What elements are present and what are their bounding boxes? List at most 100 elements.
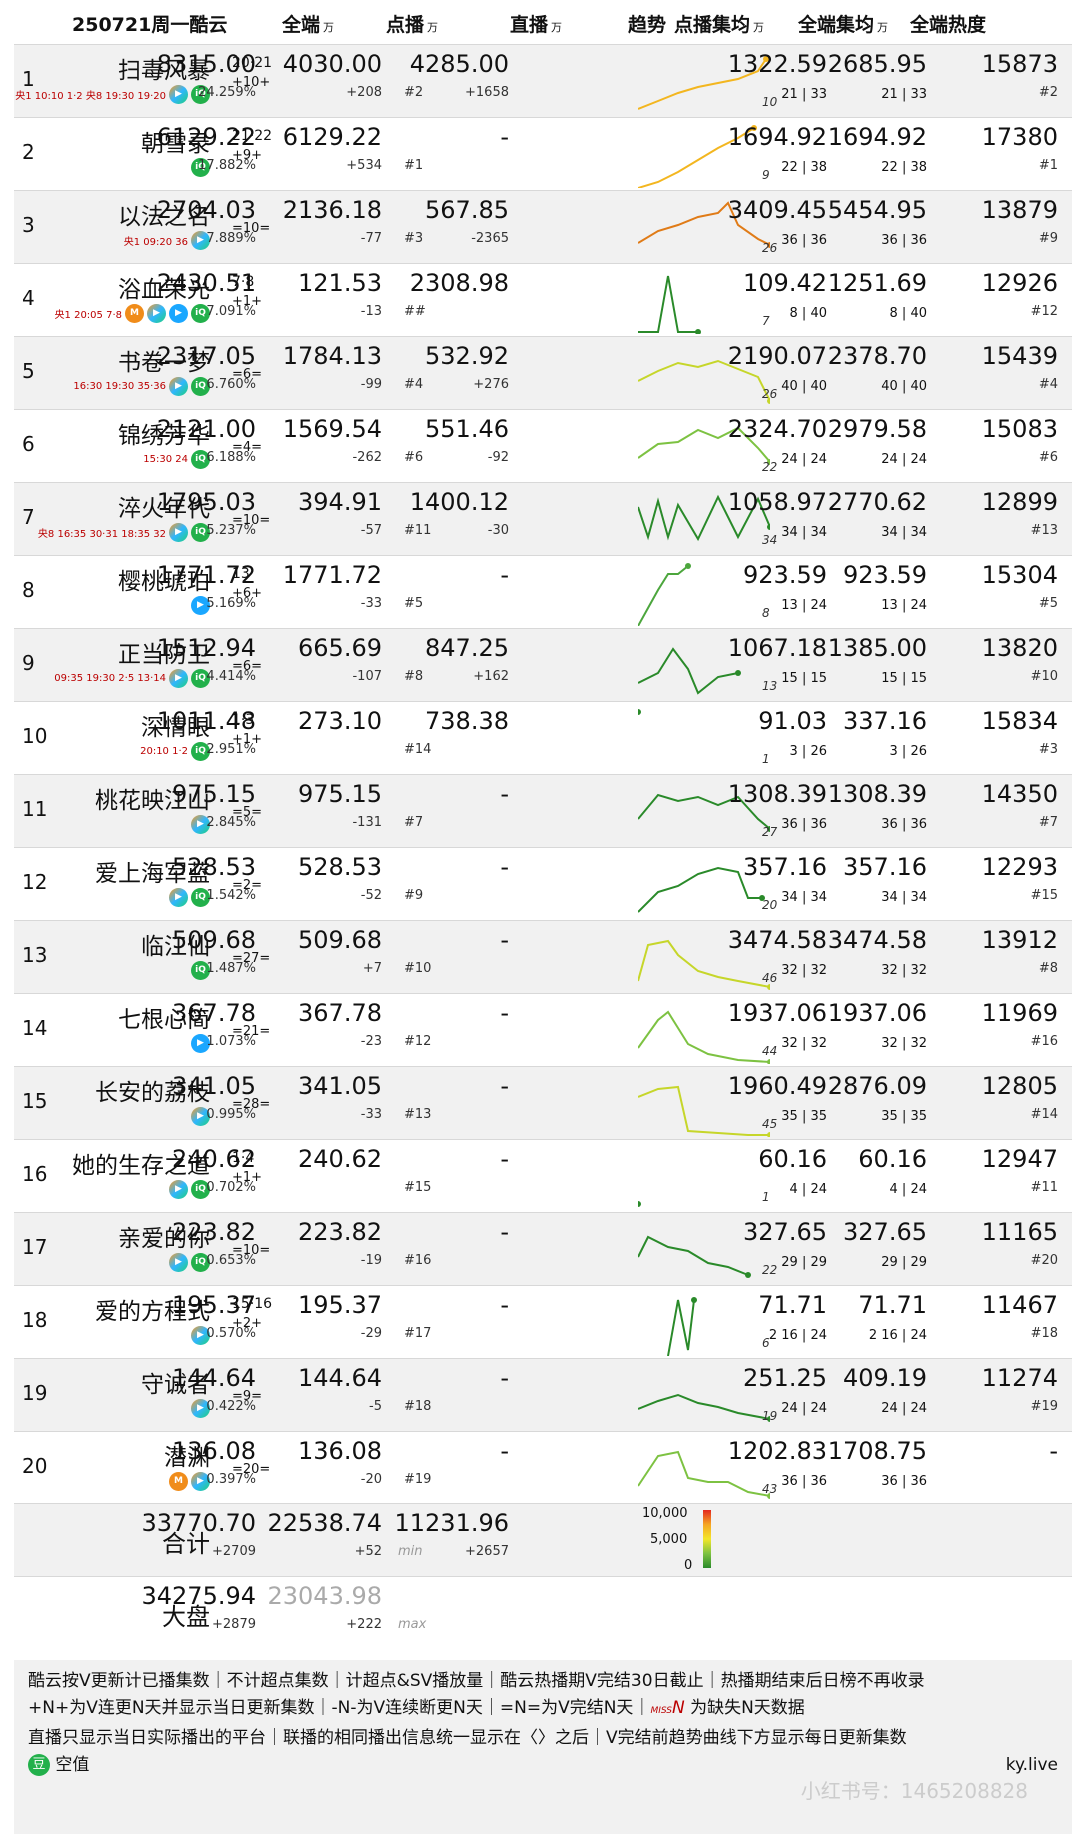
- show-title[interactable]: 七根心简: [118, 1007, 210, 1033]
- table-row[interactable]: 10 深情眼 1·3 +1+ 20:10 1·2 iQ 1011.48 2.951…: [14, 701, 1072, 774]
- table-row[interactable]: 19 守诚者 =9= ▶ 144.64 0.422% 144.64 #18 -5…: [14, 1358, 1072, 1431]
- avg-all: 1308.39: [827, 780, 927, 808]
- vod-rank: #18: [404, 1399, 432, 1414]
- table-row[interactable]: 14 七根心简 =21= ▶ 367.78 1.073% 367.78 #12 …: [14, 993, 1072, 1066]
- table-row[interactable]: 5 书卷一梦 =6= 16:30 19:30 35·36 ▶ iQ 2317.05 …: [14, 336, 1072, 409]
- vod-rank: ##: [404, 304, 426, 319]
- table-row[interactable]: 17 亲爱的你 =10= ▶ iQ 223.82 0.653% 223.82 #1…: [14, 1212, 1072, 1285]
- vod-rank: #14: [404, 742, 432, 757]
- table-row[interactable]: 9 正当防卫 =6= 09:35 19:30 2·5 13·14 ▶ iQ 1512…: [14, 628, 1072, 701]
- table-row[interactable]: 7 淬火年代 =10= 央8 16:35 30·31 18:35 32 ▶ iQ 1…: [14, 482, 1072, 555]
- show-title[interactable]: 潜渊: [164, 1445, 210, 1471]
- watermark: 小红书号：1465208828: [800, 1779, 1028, 1803]
- rank: 10: [22, 724, 48, 748]
- show-title[interactable]: 浴血荣光: [118, 277, 210, 303]
- trend-point: [767, 242, 770, 248]
- show-title[interactable]: 樱桃琥珀: [118, 569, 210, 595]
- table-row[interactable]: 3 以法之名 =10= 央1 09:20 36 ▶ 2704.03 7.889% …: [14, 190, 1072, 263]
- note-line-2: +N+为V连更N天并显示当日更新集数｜-N-为V连续断更N天｜=N=为V完结N天…: [28, 1698, 805, 1718]
- trend-chart: [667, 1297, 697, 1356]
- heat-rank: #3: [1038, 742, 1058, 757]
- show-title[interactable]: 深情眼: [141, 715, 210, 741]
- table-row[interactable]: 20 潜渊 =20= M ▶ 136.08 0.397% 136.08 #19 -…: [14, 1431, 1072, 1504]
- platform-icon: ▶: [191, 815, 210, 834]
- table-row[interactable]: 8 樱桃琥珀 13 +6+ ▶ 1771.72 5.169% 1771.72 #…: [14, 555, 1072, 628]
- rank: 15: [22, 1089, 48, 1113]
- trend-episodes: 27: [762, 825, 778, 839]
- trend-episodes: 22: [762, 1263, 778, 1277]
- vod-rank: #3: [404, 231, 424, 246]
- show-title[interactable]: 正当防卫: [118, 642, 210, 668]
- table-row[interactable]: 11 桃花映江山 =5= ▶ 975.15 2.845% 975.15 #7 -…: [14, 774, 1072, 847]
- table-row[interactable]: 6 锦绣芳华 =4= 15:30 24 iQ 2121.00 6.188% 156…: [14, 409, 1072, 482]
- update-status: =4=: [232, 440, 263, 455]
- avg-all-episodes: 40 | 40: [881, 379, 927, 394]
- vod-views: 223.82: [298, 1218, 382, 1246]
- show-title[interactable]: 淬火年代: [118, 496, 210, 522]
- avg-vod: 2190.07: [727, 342, 827, 370]
- heat-rank: #20: [1030, 1253, 1058, 1268]
- rank: 7: [22, 505, 35, 529]
- table-row[interactable]: 2 朝雪录 21·22 +9+ iQ 6129.22 17.882% 6129.…: [14, 117, 1072, 190]
- heat-rank: #7: [1038, 815, 1058, 830]
- show-title[interactable]: 朝雪录: [141, 131, 210, 157]
- platform-icon: iQ: [191, 1253, 210, 1272]
- update-status: +1+: [232, 1170, 263, 1185]
- trend-point: [638, 1201, 641, 1207]
- header-total: 全端万: [282, 14, 335, 36]
- vod-rank: #17: [404, 1326, 432, 1341]
- table-row[interactable]: 15 长安的荔枝 =28= ▶ 341.05 0.995% 341.05 #13…: [14, 1066, 1072, 1139]
- platform-icons: M ▶: [166, 1472, 210, 1491]
- platform-icon: ▶: [169, 669, 188, 688]
- table-row[interactable]: 18 爱的方程式 15·16 +2+ ▶ 195.37 0.570% 195.3…: [14, 1285, 1072, 1358]
- show-title[interactable]: 爱上海军蓝: [95, 861, 210, 887]
- table-row[interactable]: 13 临江仙 =27= iQ 509.68 1.487% 509.68 #10 …: [14, 920, 1072, 993]
- vod-rank: #15: [404, 1180, 432, 1195]
- table-row[interactable]: 1 扫毒风暴 20·21 +10+ 央1 10:10 1·2 央8 19:30 …: [14, 44, 1072, 117]
- live-views: -: [500, 780, 509, 808]
- vod-rank: #16: [404, 1253, 432, 1268]
- trend-point: [759, 895, 765, 901]
- episodes: 21·22: [232, 128, 273, 144]
- vod-rank: #19: [404, 1472, 432, 1487]
- trend-episodes: 22: [762, 460, 778, 474]
- summary-live: 11231.96: [394, 1509, 509, 1537]
- header-live: 直播万: [510, 14, 563, 36]
- show-title[interactable]: 亲爱的你: [118, 1226, 210, 1252]
- show-title[interactable]: 以法之名: [118, 204, 210, 230]
- show-title[interactable]: 书卷一梦: [118, 350, 210, 376]
- trend-episodes: 20: [762, 898, 778, 912]
- platform-icons: ▶: [188, 1107, 210, 1126]
- vod-views: 528.53: [298, 853, 382, 881]
- show-title[interactable]: 守诚者: [141, 1372, 210, 1398]
- avg-vod-episodes: 34 | 34: [781, 890, 827, 905]
- table-row[interactable]: 12 爱上海军蓝 =2= ▶ iQ 528.53 1.542% 528.53 #9…: [14, 847, 1072, 920]
- table-row[interactable]: 16 她的生存之道 1·4 +1+ ▶ iQ 240.62 0.702% 240.…: [14, 1139, 1072, 1212]
- show-title[interactable]: 长安的荔枝: [95, 1080, 210, 1106]
- header-trend: 趋势: [628, 14, 667, 36]
- show-title[interactable]: 锦绣芳华: [118, 423, 210, 449]
- avg-vod: 923.59: [743, 561, 827, 589]
- total-views: 1771.72: [156, 561, 256, 589]
- trend-episodes: 46: [762, 971, 778, 985]
- platform-icons: 央8 16:35 30·31 18:35 32 ▶ iQ: [38, 523, 210, 542]
- header-vod: 点播万: [386, 14, 439, 36]
- live-change: +162: [473, 669, 509, 684]
- vod-views: 367.78: [298, 999, 382, 1027]
- trend-chart: [638, 1201, 641, 1207]
- show-title[interactable]: 扫毒风暴: [118, 58, 210, 84]
- market-label: 大盘: [162, 1603, 210, 1631]
- vod-views: 144.64: [298, 1364, 382, 1392]
- total-views: 367.78: [172, 999, 256, 1027]
- show-title[interactable]: 桃花映江山: [95, 788, 210, 814]
- show-title[interactable]: 爱的方程式: [95, 1299, 210, 1325]
- vod-views: 509.68: [298, 926, 382, 954]
- heat-rank: #2: [1038, 85, 1058, 100]
- trend-chart: [638, 426, 770, 465]
- heat-rank: #11: [1030, 1180, 1058, 1195]
- table-row[interactable]: 4 浴血荣光 7·8 +1+ 央1 20:05 7·8 M ▶ ▶ iQ 2430.51…: [14, 263, 1072, 336]
- trend-chart: [638, 939, 770, 990]
- show-title[interactable]: 临江仙: [141, 934, 210, 960]
- show-title[interactable]: 她的生存之道: [72, 1153, 210, 1179]
- avg-vod: 1067.18: [727, 634, 827, 662]
